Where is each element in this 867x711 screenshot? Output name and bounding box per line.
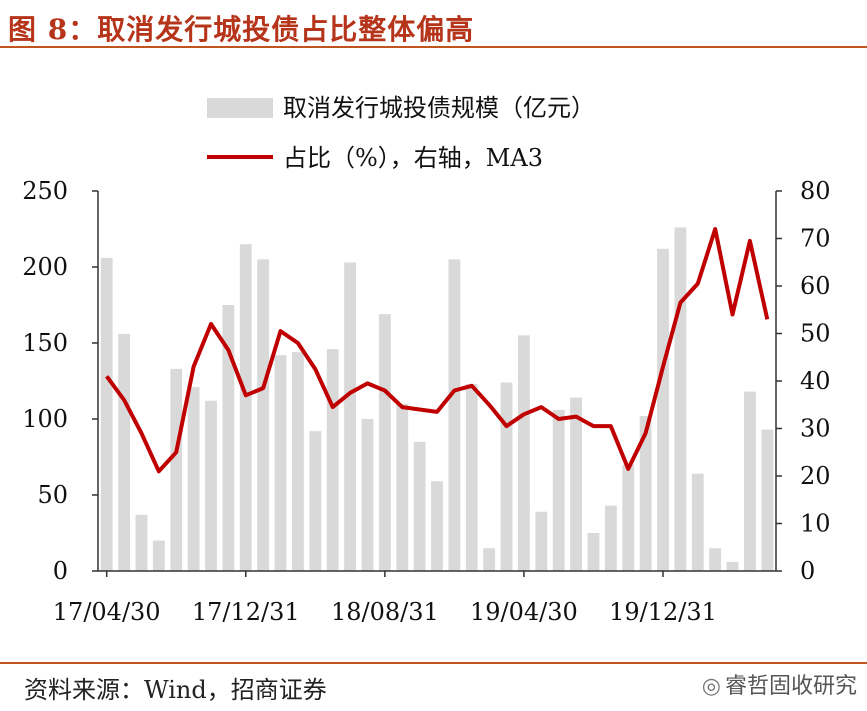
left-tick-label: 250	[22, 177, 68, 205]
bar	[535, 511, 548, 571]
bar	[378, 314, 391, 571]
x-tick-label: 18/08/31	[331, 598, 439, 626]
watermark: ◎ 睿哲固收研究	[702, 668, 857, 700]
footer-divider	[0, 662, 867, 664]
bar	[465, 384, 478, 571]
bar	[604, 505, 617, 571]
bar	[587, 533, 600, 571]
left-tick-label: 200	[22, 253, 68, 281]
bar	[222, 305, 235, 571]
right-tick-label: 20	[800, 462, 831, 490]
bar	[570, 397, 582, 571]
left-tick-label: 50	[37, 481, 68, 509]
legend-bar-label: 取消发行城投债规模（亿元）	[283, 94, 595, 122]
watermark-text: 睿哲固收研究	[724, 674, 857, 699]
bar	[274, 355, 287, 571]
x-tick-label: 19/04/30	[470, 598, 578, 626]
wechat-icon: ◎	[701, 674, 721, 699]
bar	[552, 409, 565, 571]
bar	[326, 349, 339, 571]
bar	[744, 391, 756, 571]
left-tick-label: 150	[22, 329, 68, 357]
bar	[761, 429, 774, 571]
bar	[674, 227, 687, 572]
bar	[639, 415, 652, 571]
bar	[257, 259, 270, 571]
right-tick-label: 0	[800, 557, 815, 585]
x-tick-label: 17/04/30	[53, 598, 161, 626]
x-tick-label: 17/12/31	[192, 598, 300, 626]
right-tick-label: 30	[800, 415, 831, 443]
title-divider	[0, 46, 867, 48]
bar	[361, 419, 374, 571]
bar	[152, 540, 165, 571]
bar	[483, 548, 496, 571]
bar	[413, 441, 426, 571]
tick-labels: 0 50 100 150 200 250 0 10 20 30 40 50 60 70 80 17/04/30…	[22, 177, 830, 626]
bar	[500, 382, 513, 571]
bar	[187, 387, 200, 571]
left-tick-label: 0	[53, 557, 68, 585]
bar-series	[100, 227, 774, 572]
right-tick-label: 80	[800, 177, 831, 205]
bar	[118, 333, 130, 571]
right-tick-label: 60	[800, 272, 831, 300]
legend: 取消发行城投债规模（亿元） 占比（%），右轴，MA3	[207, 94, 595, 172]
bar	[135, 514, 148, 571]
bar	[170, 368, 183, 571]
bar	[344, 262, 356, 571]
bar	[657, 248, 669, 571]
right-tick-label: 50	[800, 320, 831, 348]
figure-title: 图 8：取消发行城投债占比整体偏高	[8, 13, 475, 46]
bar	[691, 473, 704, 571]
bar	[205, 400, 217, 571]
x-tick-label: 19/12/31	[609, 598, 717, 626]
bar	[431, 481, 443, 571]
bar	[100, 257, 113, 571]
right-tick-label: 70	[800, 225, 831, 253]
axes	[92, 190, 782, 577]
bar	[709, 548, 722, 571]
bar	[518, 335, 530, 571]
bar	[239, 244, 252, 571]
bar	[396, 403, 409, 571]
legend-bar-swatch	[207, 98, 273, 118]
right-tick-label: 10	[800, 510, 831, 538]
bar	[726, 561, 739, 571]
left-tick-label: 100	[22, 405, 68, 433]
bar	[292, 352, 304, 571]
bar	[622, 464, 635, 571]
bar	[448, 259, 461, 571]
legend-line-label: 占比（%），右轴，MA3	[283, 144, 543, 172]
bar	[309, 431, 322, 571]
right-tick-label: 40	[800, 367, 831, 395]
ratio-line-series	[105, 227, 770, 474]
source-note: 资料来源：Wind，招商证券	[24, 676, 327, 704]
